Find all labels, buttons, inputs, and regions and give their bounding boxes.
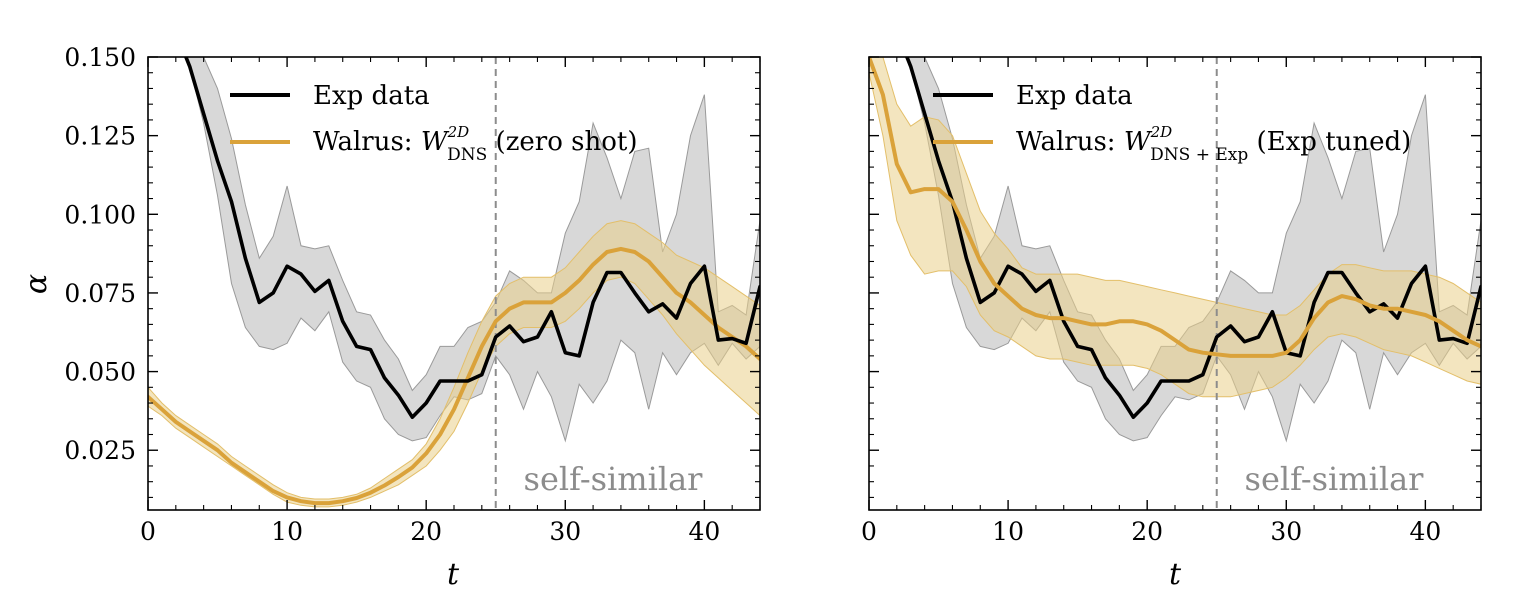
left-chart-panel: 0 10 20 30 400.0250.0500.0750.1000.1250.150 … [19, 43, 761, 592]
right-series-lines [869, 57, 1481, 420]
x-tick-label: 10 [992, 517, 1024, 546]
walrus-line [869, 57, 1481, 358]
legend-walrus-label: Walrus: W2D DNS + Exp (Exp tuned) [1016, 123, 1411, 165]
x-tick-label: 30 [1270, 517, 1302, 546]
x-tick-label: 40 [1409, 517, 1441, 546]
x-tick-label: 0 [861, 517, 877, 546]
legend-exp-label: Exp data [1016, 81, 1133, 111]
left-axis-ticks: 0 10 20 30 40 0.025 0.050 0.075 0.100 0.125 0.150 [64, 43, 761, 546]
left-confidence-bands [148, 57, 760, 508]
y-tick-label: 0.100 [64, 200, 136, 229]
walrus-band [869, 57, 1481, 398]
y-tick-label: 0.025 [64, 436, 136, 465]
exp-data-band [185, 57, 760, 443]
x-tick-label: 10 [271, 517, 303, 546]
exp-data-line [183, 57, 760, 420]
left-y-axis-title: α [19, 274, 54, 294]
right-self-similar-label: self-similar [1245, 460, 1425, 498]
x-tick-label: 40 [688, 517, 720, 546]
right-axis-ticks: 0 10 20 30 40 [861, 56, 1482, 546]
right-x-axis-title: t [1169, 557, 1182, 592]
x-tick-label: 0 [140, 517, 156, 546]
legend-exp-label: Exp data [313, 81, 430, 111]
y-tick-label: 0.150 [64, 43, 136, 72]
walrus-line [148, 246, 760, 506]
right-confidence-bands [869, 57, 1481, 443]
right-legend: Exp data Walrus: W2D DNS + Exp (Exp tuned… [933, 81, 1411, 165]
legend-walrus-label: Walrus: W2D DNS (zero shot) [313, 123, 637, 165]
x-tick-label: 30 [549, 517, 581, 546]
x-tick-label: 20 [410, 517, 442, 546]
left-legend: Exp data Walrus: W2D DNS (zero shot) [230, 81, 637, 165]
y-tick-label: 0.125 [64, 122, 136, 151]
left-series-lines [148, 57, 760, 506]
x-tick-label: 20 [1131, 517, 1163, 546]
left-x-axis-title: t [447, 557, 460, 592]
left-self-similar-label: self-similar [524, 460, 704, 498]
y-tick-label: 0.050 [64, 358, 136, 387]
exp-data-line [904, 57, 1481, 420]
y-tick-label: 0.075 [64, 279, 136, 308]
right-chart-panel: 0 10 20 30 40 self-similar t Exp data Walrus… [861, 56, 1482, 592]
